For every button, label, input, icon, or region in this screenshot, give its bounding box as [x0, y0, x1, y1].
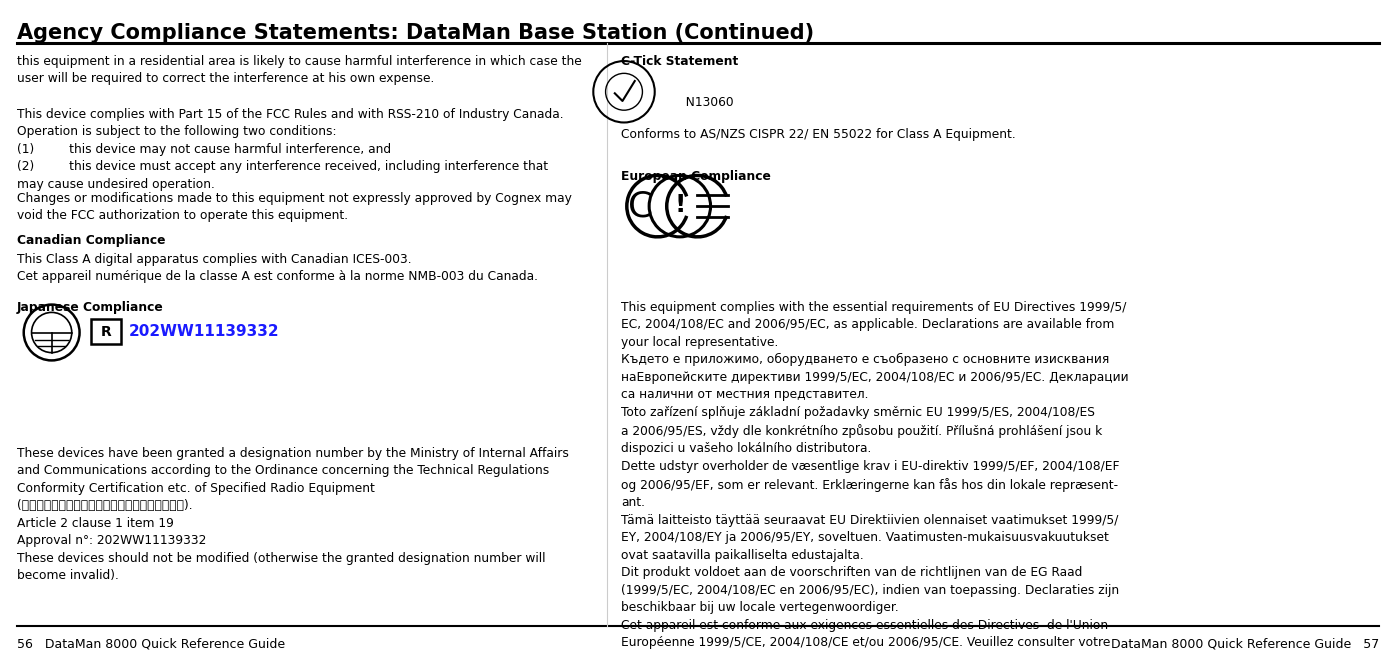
Text: European Compliance: European Compliance: [621, 170, 771, 183]
Text: this equipment in a residential area is likely to cause harmful interference in : this equipment in a residential area is …: [17, 55, 582, 85]
Text: !: !: [674, 193, 685, 217]
Text: Changes or modifications made to this equipment not expressly approved by Cognex: Changes or modifications made to this eq…: [17, 192, 571, 222]
Text: C-Tick Statement: C-Tick Statement: [621, 55, 738, 68]
Text: Japanese Compliance: Japanese Compliance: [17, 301, 163, 314]
Text: R: R: [101, 325, 112, 339]
Text: Agency Compliance Statements: DataMan Base Station (Continued): Agency Compliance Statements: DataMan Ba…: [17, 23, 814, 43]
Text: 56   DataMan 8000 Quick Reference Guide: 56 DataMan 8000 Quick Reference Guide: [17, 637, 285, 650]
Text: This Class A digital apparatus complies with Canadian ICES-003.
Cet appareil num: This Class A digital apparatus complies …: [17, 253, 537, 283]
Text: This device complies with Part 15 of the FCC Rules and with RSS-210 of Industry : This device complies with Part 15 of the…: [17, 108, 564, 191]
Text: DataMan 8000 Quick Reference Guide   57: DataMan 8000 Quick Reference Guide 57: [1111, 637, 1379, 650]
Text: Canadian Compliance: Canadian Compliance: [17, 234, 165, 247]
FancyBboxPatch shape: [91, 319, 121, 344]
Text: These devices have been granted a designation number by the Ministry of Internal: These devices have been granted a design…: [17, 447, 568, 583]
Text: This equipment complies with the essential requirements of EU Directives 1999/5/: This equipment complies with the essenti…: [621, 301, 1129, 649]
Text: Conforms to AS/NZS CISPR 22/ EN 55022 for Class A Equipment.: Conforms to AS/NZS CISPR 22/ EN 55022 fo…: [621, 128, 1016, 141]
Text: N13060: N13060: [674, 96, 734, 110]
Text: C: C: [628, 189, 653, 223]
Text: 202WW11139332: 202WW11139332: [128, 325, 279, 339]
